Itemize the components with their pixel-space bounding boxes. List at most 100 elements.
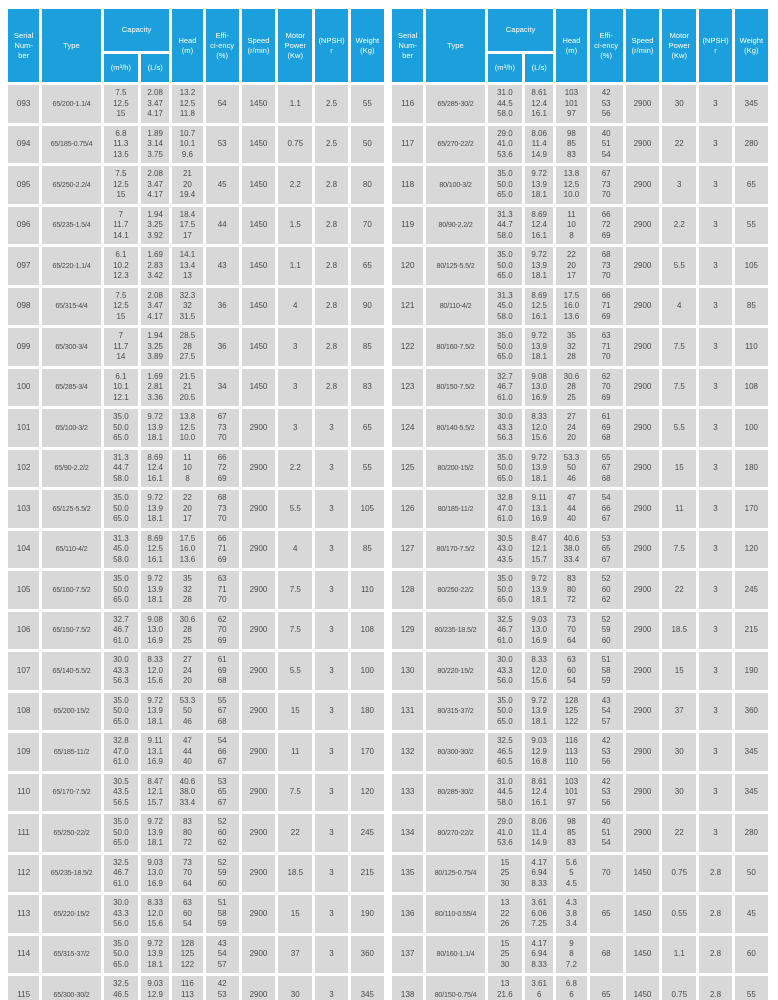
cell-speed: 2900 bbox=[241, 976, 276, 1000]
cell-m3h: 35.0 50.0 65.0 bbox=[487, 571, 523, 609]
table-row: 112 65/235-18.5/2 32.5 46.7 61.0 9.03 13.0 … bbox=[8, 854, 384, 892]
table-row: 105 65/160-7.5/2 35.0 50.0 65.0 9.72 13.9 1… bbox=[8, 571, 384, 609]
cell-type: 80/150-7.5/2 bbox=[426, 368, 485, 406]
cell-weight: 170 bbox=[350, 733, 384, 771]
cell-motor_power: 0.75 bbox=[662, 854, 697, 892]
cell-efficiency: 51 58 59 bbox=[205, 895, 239, 933]
pump-spec-table-right: Serial Num- ber Type Capacity Head (m) E… bbox=[389, 6, 771, 1000]
cell-m3h: 13 21.6 25.9 bbox=[487, 976, 523, 1000]
column-header-capacity: Capacity bbox=[103, 9, 170, 51]
cell-type: 80/100-3/2 bbox=[426, 166, 485, 204]
column-header-capacity-ls: (L/s) bbox=[141, 54, 170, 82]
table-row: 103 65/125-5.5/2 35.0 50.0 65.0 9.72 13.9 1… bbox=[8, 490, 384, 528]
cell-motor_power: 4 bbox=[662, 287, 697, 325]
cell-weight: 55 bbox=[734, 206, 768, 244]
cell-speed: 1450 bbox=[241, 287, 276, 325]
cell-npsh: 3 bbox=[699, 247, 732, 285]
cell-ls: 8.69 12.4 16.1 bbox=[141, 449, 170, 487]
cell-serial: 135 bbox=[392, 854, 424, 892]
cell-efficiency: 66 72 69 bbox=[205, 449, 239, 487]
cell-motor_power: 2.2 bbox=[662, 206, 697, 244]
cell-speed: 2900 bbox=[625, 409, 660, 447]
cell-serial: 116 bbox=[392, 85, 424, 123]
cell-serial: 131 bbox=[392, 692, 424, 730]
cell-weight: 110 bbox=[734, 328, 768, 366]
cell-efficiency: 62 70 69 bbox=[205, 611, 239, 649]
cell-m3h: 30.0 43.3 56.0 bbox=[487, 652, 523, 690]
cell-type: 65/270-22/2 bbox=[426, 125, 485, 163]
cell-type: 65/250-2.2/4 bbox=[42, 166, 101, 204]
cell-npsh: 2.8 bbox=[699, 935, 732, 973]
table-row: 110 65/170-7.5/2 30.5 43.5 56.5 8.47 12.1 1… bbox=[8, 773, 384, 811]
cell-npsh: 3 bbox=[699, 287, 732, 325]
cell-type: 80/150-0.75/4 bbox=[426, 976, 485, 1000]
cell-npsh: 2.8 bbox=[699, 854, 732, 892]
cell-weight: 45 bbox=[734, 895, 768, 933]
cell-ls: 9.72 13.9 18.1 bbox=[525, 449, 554, 487]
column-header-efficiency: Effi- ci-ency (%) bbox=[205, 9, 239, 82]
column-header-type: Type bbox=[426, 9, 485, 82]
cell-head: 27 24 20 bbox=[556, 409, 587, 447]
cell-weight: 60 bbox=[734, 935, 768, 973]
cell-serial: 113 bbox=[8, 895, 40, 933]
cell-head: 53.3 50 46 bbox=[172, 692, 203, 730]
table-row: 131 80/315-37/2 35.0 50.0 65.0 9.72 13.9 18… bbox=[392, 692, 768, 730]
cell-head: 13.8 12.5 10.0 bbox=[556, 166, 587, 204]
cell-weight: 80 bbox=[350, 166, 384, 204]
cell-head: 11 10 8 bbox=[172, 449, 203, 487]
cell-m3h: 35.0 50.0 65.0 bbox=[103, 935, 139, 973]
cell-serial: 118 bbox=[392, 166, 424, 204]
cell-weight: 108 bbox=[734, 368, 768, 406]
cell-head: 10.7 10.1 9.6 bbox=[172, 125, 203, 163]
table-row: 119 80/90-2.2/2 31.3 44.7 58.0 8.69 12.4 16… bbox=[392, 206, 768, 244]
cell-npsh: 3 bbox=[699, 530, 732, 568]
cell-motor_power: 1.1 bbox=[278, 247, 313, 285]
cell-motor_power: 37 bbox=[662, 692, 697, 730]
cell-serial: 110 bbox=[8, 773, 40, 811]
cell-npsh: 3 bbox=[315, 692, 348, 730]
cell-efficiency: 43 bbox=[205, 247, 239, 285]
cell-head: 14.1 13.4 13 bbox=[172, 247, 203, 285]
cell-efficiency: 53 bbox=[205, 125, 239, 163]
cell-m3h: 32.7 46.7 61.0 bbox=[487, 368, 523, 406]
cell-head: 30.6 28 25 bbox=[556, 368, 587, 406]
cell-head: 103 101 97 bbox=[556, 85, 587, 123]
cell-serial: 112 bbox=[8, 854, 40, 892]
cell-type: 80/270-22/2 bbox=[426, 814, 485, 852]
cell-m3h: 15 25 30 bbox=[487, 935, 523, 973]
cell-speed: 1450 bbox=[625, 854, 660, 892]
cell-ls: 8.69 12.5 16.1 bbox=[525, 287, 554, 325]
cell-motor_power: 1.1 bbox=[662, 935, 697, 973]
cell-serial: 108 bbox=[8, 692, 40, 730]
cell-m3h: 7.5 12.5 15 bbox=[103, 85, 139, 123]
cell-head: 73 70 64 bbox=[172, 854, 203, 892]
cell-m3h: 6.1 10.2 12.3 bbox=[103, 247, 139, 285]
cell-speed: 2900 bbox=[241, 773, 276, 811]
cell-motor_power: 5.5 bbox=[278, 490, 313, 528]
cell-ls: 8.33 12.0 15.6 bbox=[141, 652, 170, 690]
cell-efficiency: 40 51 54 bbox=[589, 814, 623, 852]
cell-ls: 9.72 13.9 18.1 bbox=[141, 490, 170, 528]
cell-serial: 123 bbox=[392, 368, 424, 406]
cell-speed: 2900 bbox=[241, 449, 276, 487]
cell-serial: 111 bbox=[8, 814, 40, 852]
cell-efficiency: 42 53 56 bbox=[589, 733, 623, 771]
cell-type: 65/250-22/2 bbox=[42, 814, 101, 852]
cell-type: 80/250-22/2 bbox=[426, 571, 485, 609]
cell-ls: 9.72 13.9 18.1 bbox=[525, 571, 554, 609]
cell-speed: 2900 bbox=[625, 125, 660, 163]
cell-head: 13.8 12.5 10.0 bbox=[172, 409, 203, 447]
cell-m3h: 29.0 41.0 53.6 bbox=[487, 125, 523, 163]
cell-efficiency: 54 66 67 bbox=[589, 490, 623, 528]
cell-npsh: 2.8 bbox=[315, 166, 348, 204]
cell-head: 98 85 83 bbox=[556, 125, 587, 163]
cell-motor_power: 11 bbox=[662, 490, 697, 528]
cell-serial: 128 bbox=[392, 571, 424, 609]
cell-ls: 9.72 13.9 18.1 bbox=[525, 328, 554, 366]
cell-ls: 9.08 13.0 16.9 bbox=[141, 611, 170, 649]
cell-head: 5.6 5 4.5 bbox=[556, 854, 587, 892]
cell-m3h: 35.0 50.0 65.0 bbox=[103, 409, 139, 447]
cell-m3h: 32.5 46.5 60.5 bbox=[103, 976, 139, 1000]
cell-speed: 1450 bbox=[241, 206, 276, 244]
